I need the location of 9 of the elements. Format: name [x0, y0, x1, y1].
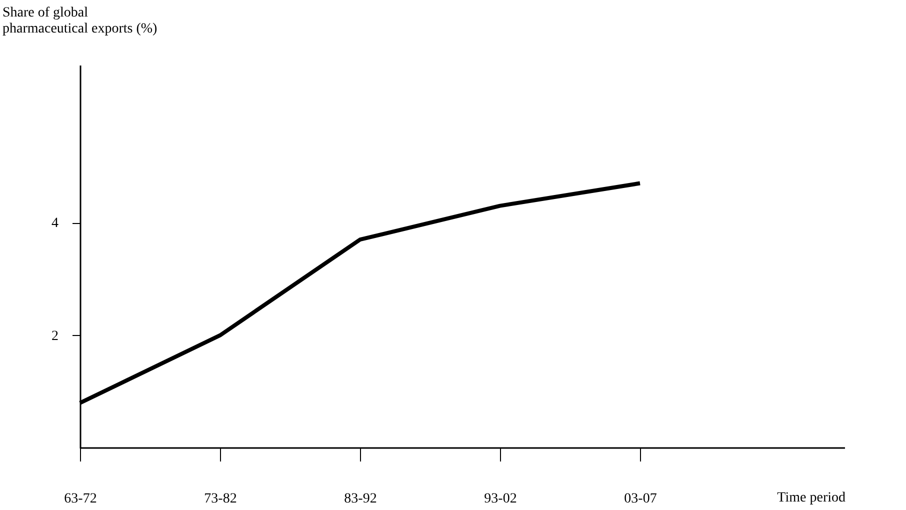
x-tick-label: 03-07 [624, 492, 657, 506]
x-tick-label: 83-92 [344, 492, 377, 506]
y-tick-label: 4 [52, 216, 58, 232]
x-tick-label: 93-02 [484, 492, 517, 506]
y-tick-label: 2 [52, 328, 58, 344]
x-tick-label: 73-82 [204, 492, 237, 506]
y-axis-title: Share of global pharmaceutical exports (%) [2, 6, 158, 36]
x-axis-title: Time period [777, 490, 846, 506]
x-tick-label: 63-72 [64, 492, 97, 506]
